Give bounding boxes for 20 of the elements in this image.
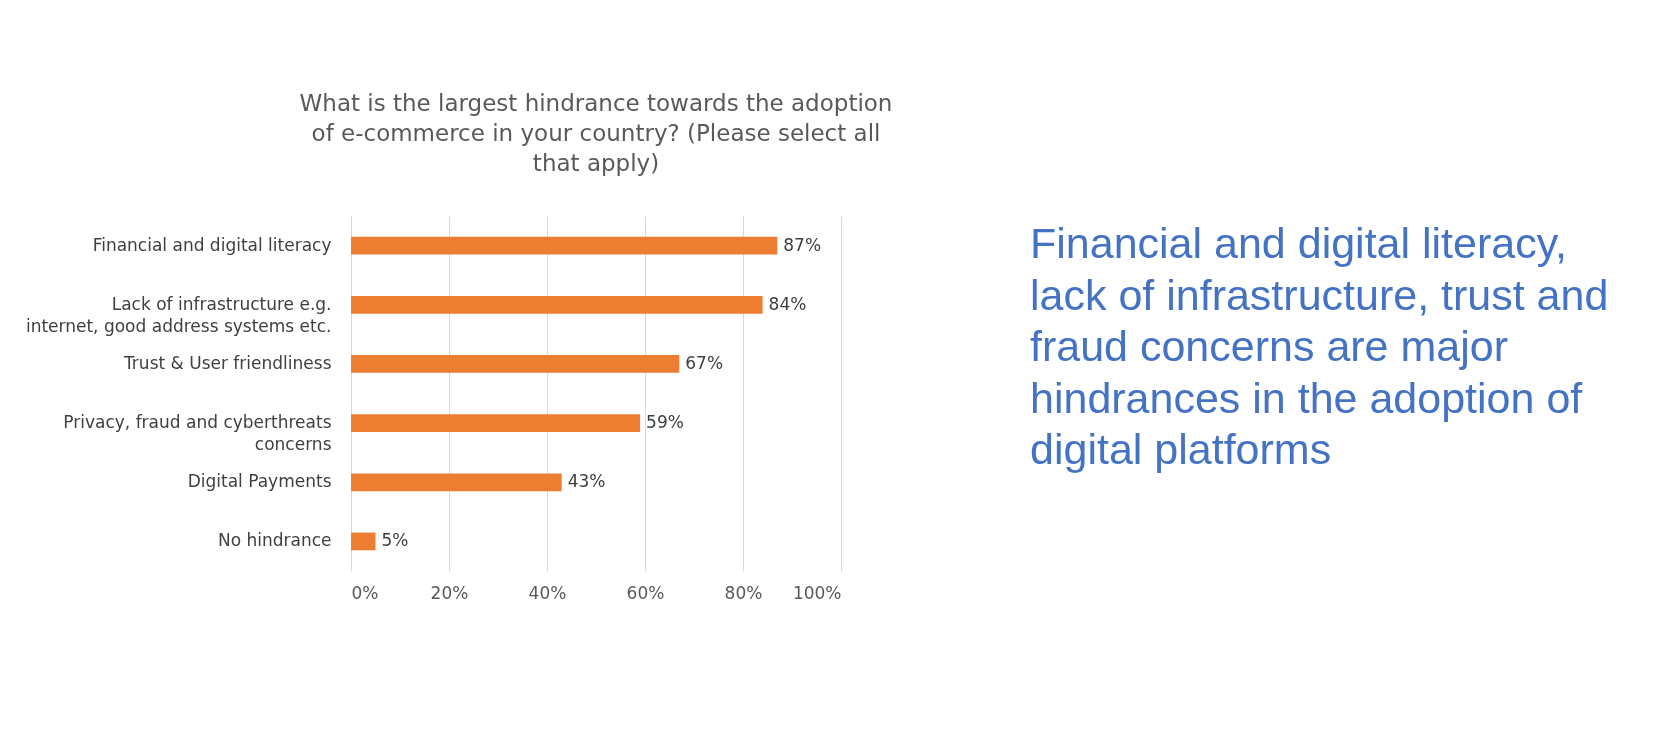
text: Financial and digital literacy, lack of infrastructure, trust and fraud concerns are major hindrances in the adoption of digital platforms — [1030, 218, 1610, 476]
x-tick-label: 0% — [351, 582, 379, 603]
x-tick-label: 100% — [792, 582, 842, 603]
data-label: 67% — [685, 352, 724, 373]
data-label: 59% — [646, 412, 684, 433]
x-tick-label: 40% — [528, 582, 567, 603]
x-tick-label: 60% — [626, 582, 665, 603]
y-tick-label: No hindrance — [217, 530, 332, 551]
y-tick-label: Trust & User friendliness — [122, 352, 332, 373]
data-label: 87% — [783, 234, 822, 255]
data-label: 84% — [768, 293, 807, 314]
data-label: 43% — [567, 471, 606, 492]
y-tick-label: Privacy, fraud and cyberthreats concerns — [63, 412, 332, 455]
y-tick-label: Lack of infrastructure e.g. internet, good address systems etc. — [25, 293, 332, 336]
y-tick-label: Digital Payments — [187, 471, 332, 492]
x-tick-label: 20% — [430, 582, 469, 603]
data-label: 5% — [381, 530, 409, 551]
chart-title: What is the largest hindrance towards the adoption of e-commerce in your country? (Please select all that apply) — [299, 90, 893, 176]
x-tick-label: 80% — [724, 582, 763, 603]
y-tick-label: Financial and digital literacy — [92, 234, 332, 255]
